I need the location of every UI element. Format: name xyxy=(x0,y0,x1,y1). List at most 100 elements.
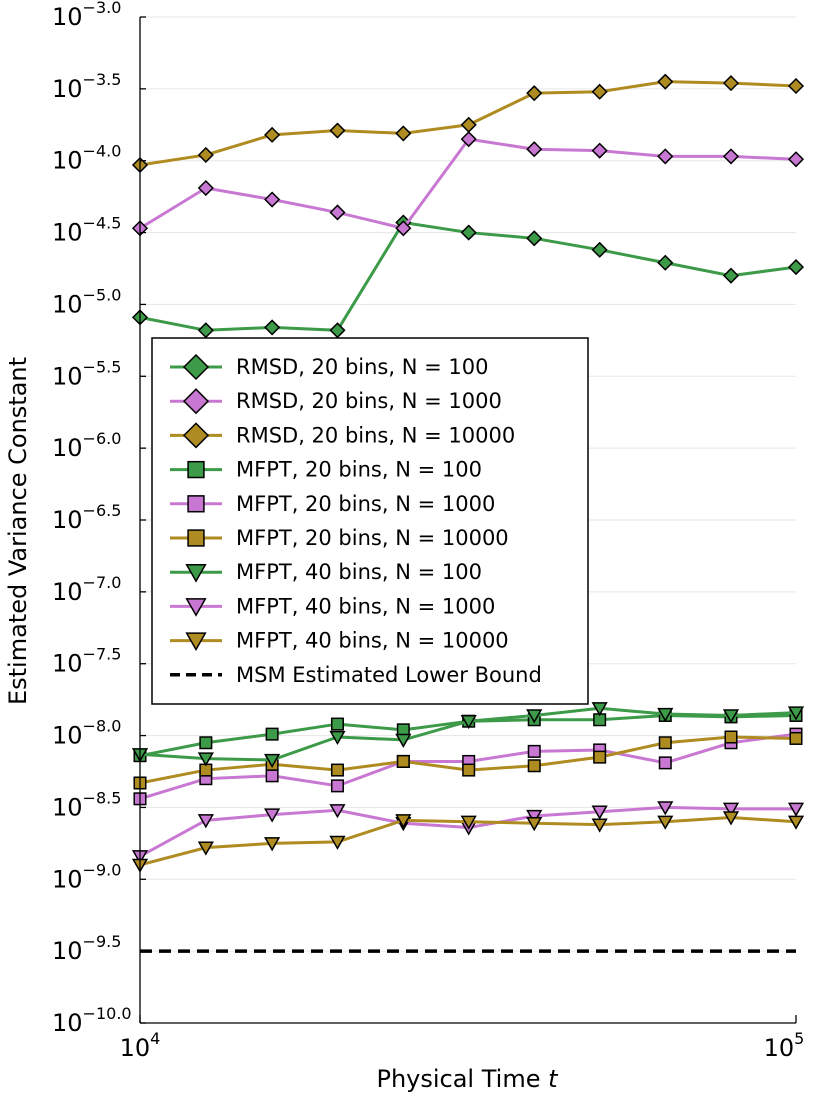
data-point xyxy=(787,802,805,817)
y-axis-label: Estimated Variance Constant xyxy=(4,357,32,705)
legend-marker xyxy=(182,422,210,449)
data-point xyxy=(657,254,674,271)
data-point xyxy=(395,220,412,237)
legend-item: RMSD, 20 bins, N = 1000 xyxy=(170,388,502,415)
legend-label: MSM Estimated Lower Bound xyxy=(236,663,542,687)
data-point xyxy=(460,224,477,241)
data-point xyxy=(265,727,279,741)
data-point xyxy=(526,709,543,724)
data-point xyxy=(329,804,346,819)
data-point xyxy=(264,753,281,768)
data-point xyxy=(722,811,740,826)
data-point xyxy=(265,769,279,783)
data-point xyxy=(395,814,412,829)
legend-marker xyxy=(187,495,205,513)
y-tick-label: 10−9.5 xyxy=(52,932,121,965)
x-axis-label: Physical Time t xyxy=(376,1065,559,1093)
x-tick-labels: 104 105 xyxy=(120,1029,805,1062)
legend-item: MFPT, 40 bins, N = 10000 xyxy=(170,629,509,653)
y-tick-label: 10−9.0 xyxy=(52,860,121,893)
data-point xyxy=(329,730,346,745)
data-point xyxy=(264,808,281,823)
data-point xyxy=(462,763,476,777)
legend-item: MFPT, 20 bins, N = 100 xyxy=(170,458,482,482)
data-point xyxy=(197,179,214,197)
data-point xyxy=(789,731,803,745)
data-point xyxy=(395,733,412,748)
data-point xyxy=(264,126,281,143)
data-point xyxy=(722,75,740,92)
legend-marker xyxy=(187,529,205,547)
legend: RMSD, 20 bins, N = 100 RMSD, 20 bins, N =… xyxy=(151,337,589,705)
data-point xyxy=(330,779,344,793)
y-tick-label: 10−8.0 xyxy=(52,717,121,750)
y-tick-label: 10−5.5 xyxy=(52,357,121,390)
data-point xyxy=(526,817,543,832)
data-point xyxy=(527,759,541,773)
data-point xyxy=(197,841,214,856)
y-tick-label: 10−4.0 xyxy=(52,142,121,175)
data-point xyxy=(330,763,344,777)
series-7 xyxy=(131,702,805,768)
data-point xyxy=(657,148,674,165)
data-point xyxy=(197,322,214,339)
series-8 xyxy=(131,801,805,865)
legend-item: MFPT, 20 bins, N = 10000 xyxy=(170,526,509,550)
data-point xyxy=(527,744,541,758)
legend-label: MFPT, 40 bins, N = 100 xyxy=(236,560,482,584)
data-point xyxy=(722,148,740,165)
data-point xyxy=(329,122,346,139)
legend-item: MSM Estimated Lower Bound xyxy=(170,663,542,687)
legend-item: MFPT, 40 bins, N = 1000 xyxy=(170,594,495,618)
y-tick-label: 10−6.0 xyxy=(52,429,121,462)
data-point xyxy=(722,709,740,724)
legend-item: RMSD, 20 bins, N = 10000 xyxy=(170,422,515,449)
series-layer xyxy=(131,73,805,873)
y-tick-label: 10−3.0 xyxy=(52,0,121,31)
data-point xyxy=(591,702,608,717)
data-point xyxy=(329,322,346,339)
data-point xyxy=(329,835,346,850)
series-1 xyxy=(131,214,805,339)
data-point xyxy=(330,717,344,731)
data-point xyxy=(460,131,477,148)
legend-label: RMSD, 20 bins, N = 1000 xyxy=(236,389,502,413)
data-point xyxy=(658,736,672,750)
y-tick-label: 10−3.5 xyxy=(52,70,121,103)
legend-label: MFPT, 20 bins, N = 100 xyxy=(236,458,482,482)
y-tick-label: 10−7.5 xyxy=(52,645,121,678)
data-point xyxy=(593,750,607,764)
data-point xyxy=(460,815,477,830)
y-tick-labels: 10−3.0 10−3.5 10−4.0 10−4.5 10−5.0 10−5.5 10−6… xyxy=(52,0,132,1037)
y-tick-label: 10−6.5 xyxy=(52,501,121,534)
data-point xyxy=(526,141,543,158)
legend-label: MFPT, 40 bins, N = 10000 xyxy=(236,629,509,653)
y-tick-label: 10−10.0 xyxy=(52,1004,132,1037)
data-point xyxy=(526,809,543,825)
legend-label: RMSD, 20 bins, N = 10000 xyxy=(236,423,515,447)
data-point xyxy=(724,730,738,744)
series-3 xyxy=(131,73,805,174)
y-tick-label: 10−4.5 xyxy=(52,214,121,247)
data-point xyxy=(395,125,412,142)
data-point xyxy=(787,259,805,276)
legend-frame xyxy=(151,337,589,705)
legend-marker xyxy=(182,353,210,381)
data-point xyxy=(787,77,805,95)
legend-marker xyxy=(187,460,205,479)
x-tick-label: 104 xyxy=(120,1029,161,1062)
legend-label: RMSD, 20 bins, N = 100 xyxy=(236,355,488,379)
data-point xyxy=(658,756,672,770)
data-point xyxy=(329,204,346,221)
data-point xyxy=(591,805,608,820)
y-tick-label: 10−8.5 xyxy=(52,788,121,821)
data-point xyxy=(657,707,674,722)
legend-marker xyxy=(185,598,207,617)
data-point xyxy=(591,241,608,258)
data-point xyxy=(591,83,608,100)
series-9 xyxy=(131,811,805,873)
legend-marker xyxy=(185,563,207,583)
legend-label: MFPT, 40 bins, N = 1000 xyxy=(236,594,495,618)
data-point xyxy=(197,146,214,164)
y-tick-label: 10−5.0 xyxy=(52,285,121,318)
